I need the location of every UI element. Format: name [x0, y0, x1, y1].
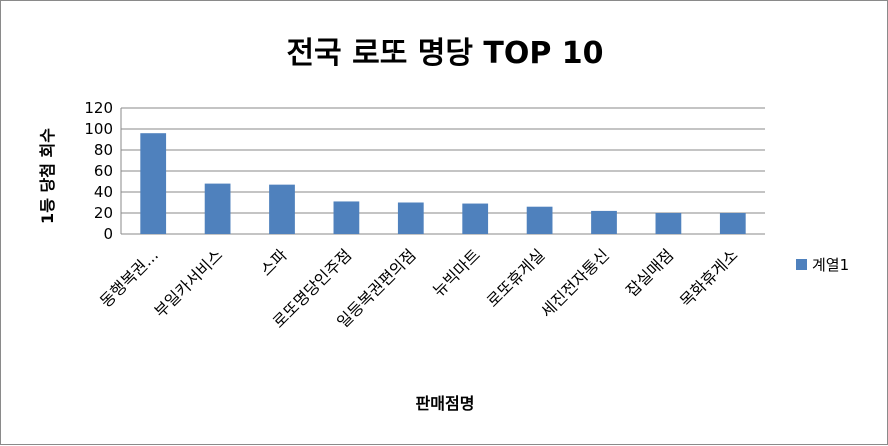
- x-tick-label: 스파: [257, 245, 291, 279]
- bar: [269, 184, 295, 234]
- bar: [655, 213, 682, 234]
- y-tick-label: 40: [94, 183, 113, 201]
- y-tick-label: 120: [84, 99, 113, 117]
- y-axis-title: 1등 당첨 회수: [38, 128, 57, 224]
- y-tick-label: 0: [103, 225, 113, 243]
- x-axis-title: 판매점명: [416, 394, 475, 413]
- x-tick-label: 목화휴게소: [676, 245, 741, 310]
- x-tick-label: 부일카서비스: [151, 245, 227, 321]
- bar: [462, 203, 489, 234]
- chart-title: 전국 로또 명당 TOP 10: [286, 36, 603, 71]
- bar: [140, 133, 167, 234]
- legend-label: 계열1: [812, 256, 849, 274]
- y-tick-label: 20: [94, 204, 113, 222]
- bar: [204, 183, 231, 234]
- x-tick-label: 세진전자통신: [537, 245, 613, 321]
- y-tick-labels: 0 20 40 60 80 100 120: [84, 99, 113, 243]
- x-tick-label: 로또휴게실: [483, 245, 548, 310]
- y-tick-label: 80: [94, 141, 113, 159]
- legend: 계열1: [796, 256, 849, 274]
- y-tick-label: 60: [94, 162, 113, 180]
- bar: [397, 202, 424, 234]
- x-tick-label: 뉴빅마트: [429, 245, 484, 300]
- x-tick-label: 잡실매점: [622, 245, 677, 300]
- legend-swatch: [796, 259, 807, 270]
- x-tick-label: 동행복권...: [96, 245, 162, 311]
- bar: [719, 213, 746, 234]
- bars: [140, 133, 746, 234]
- bar: [591, 210, 617, 234]
- y-tick-label: 100: [84, 120, 113, 138]
- bar: [526, 206, 553, 234]
- bar: [333, 201, 360, 234]
